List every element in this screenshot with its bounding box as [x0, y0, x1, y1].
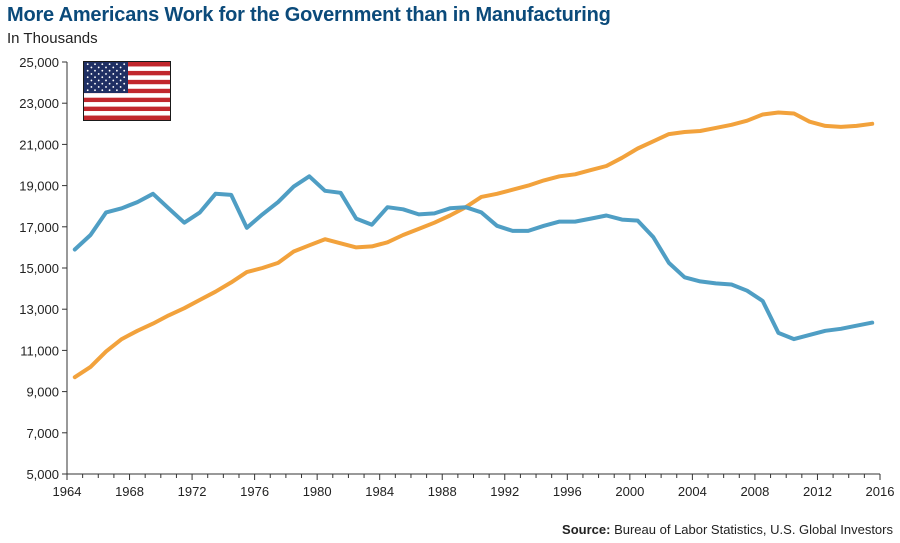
y-tick-label: 23,000 — [19, 96, 59, 111]
flag-star — [119, 86, 122, 88]
x-tick-label: 1992 — [490, 484, 519, 499]
flag-star — [105, 73, 107, 75]
flag-star — [90, 79, 93, 82]
flag-star — [108, 82, 111, 85]
flag-star — [101, 76, 104, 79]
flag-star — [123, 76, 126, 79]
flag-star — [94, 82, 96, 85]
chart-axes: 5,000 7,000 9,000 11,000 13,000 15,000 17,000 1… — [19, 55, 894, 499]
flag-star — [112, 79, 115, 82]
us-flag-icon — [83, 61, 171, 121]
flag-star — [97, 73, 100, 75]
manufacturing-series-line — [72, 174, 875, 342]
flag-star — [105, 86, 107, 88]
x-tick-label: 2000 — [615, 484, 644, 499]
flag-star — [112, 86, 115, 88]
flag-star — [94, 69, 96, 72]
flag-star — [94, 89, 96, 92]
flag-star — [108, 76, 111, 79]
flag-star — [119, 79, 122, 82]
flag-star — [86, 63, 89, 66]
flag-star — [123, 82, 126, 85]
flag-star — [108, 69, 111, 72]
flag-star — [116, 63, 118, 66]
chart-title: More Americans Work for the Government t… — [7, 4, 611, 26]
flag-star — [101, 63, 104, 66]
flag-star — [123, 69, 126, 72]
flag-star — [105, 79, 107, 82]
y-tick-label: 13,000 — [19, 302, 59, 317]
flag-stripe — [84, 106, 170, 112]
flag-star — [119, 66, 122, 69]
flag-star — [108, 89, 111, 92]
source-label: Source: — [562, 522, 611, 537]
flag-star — [90, 66, 93, 69]
y-tick-label: 9,000 — [26, 385, 59, 400]
flag-star — [112, 73, 115, 75]
flag-star — [90, 73, 93, 75]
flag-star — [94, 76, 96, 79]
y-tick-label: 25,000 — [19, 55, 59, 70]
flag-star — [97, 86, 100, 88]
y-tick-label: 17,000 — [19, 220, 59, 235]
y-tick-label: 15,000 — [19, 261, 59, 276]
flag-star — [97, 79, 100, 82]
flag-star — [116, 82, 118, 85]
flag-star — [86, 76, 89, 79]
x-tick-label: 1972 — [178, 484, 207, 499]
flag-star — [90, 86, 93, 88]
flag-stripe — [84, 97, 170, 103]
y-tick-label: 19,000 — [19, 179, 59, 194]
chart-subtitle: In Thousands — [7, 30, 98, 47]
source-note: Source: Bureau of Labor Statistics, U.S.… — [562, 522, 893, 537]
y-tick-label: 5,000 — [26, 467, 59, 482]
flag-star — [86, 89, 89, 92]
flag-star — [119, 73, 122, 75]
y-tick-label: 21,000 — [19, 137, 59, 152]
flag-stripe — [84, 115, 170, 121]
x-tick-label: 1980 — [303, 484, 332, 499]
flag-star — [105, 66, 107, 69]
flag-star — [101, 82, 104, 85]
flag-star — [123, 89, 126, 92]
flag-star — [101, 89, 104, 92]
us-flag-graphic — [84, 62, 170, 121]
x-tick-label: 2016 — [866, 484, 895, 499]
flag-star — [86, 69, 89, 72]
x-tick-label: 1984 — [365, 484, 394, 499]
flag-star — [94, 63, 96, 66]
y-tick-label: 11,000 — [20, 343, 59, 358]
flag-star — [97, 66, 100, 69]
flag-star — [108, 63, 111, 66]
x-tick-label: 1964 — [53, 484, 82, 499]
flag-stripe — [84, 111, 170, 116]
government-series-line — [72, 110, 875, 380]
flag-star — [101, 69, 104, 72]
x-tick-label: 1976 — [240, 484, 269, 499]
flag-star — [123, 63, 126, 66]
x-tick-label: 1988 — [428, 484, 457, 499]
flag-star — [116, 76, 118, 79]
source-text: Bureau of Labor Statistics, U.S. Global … — [614, 522, 893, 537]
chart-series — [72, 110, 875, 380]
flag-star — [116, 69, 118, 72]
x-tick-label: 2004 — [678, 484, 707, 499]
flag-star — [116, 89, 118, 92]
y-tick-label: 7,000 — [26, 426, 59, 441]
x-tick-label: 1968 — [115, 484, 144, 499]
x-tick-label: 2012 — [803, 484, 832, 499]
flag-star — [112, 66, 115, 69]
x-tick-label: 2008 — [740, 484, 769, 499]
flag-star — [86, 82, 89, 85]
flag-stripe — [84, 102, 170, 107]
flag-stripe — [84, 93, 170, 98]
x-tick-label: 1996 — [553, 484, 582, 499]
